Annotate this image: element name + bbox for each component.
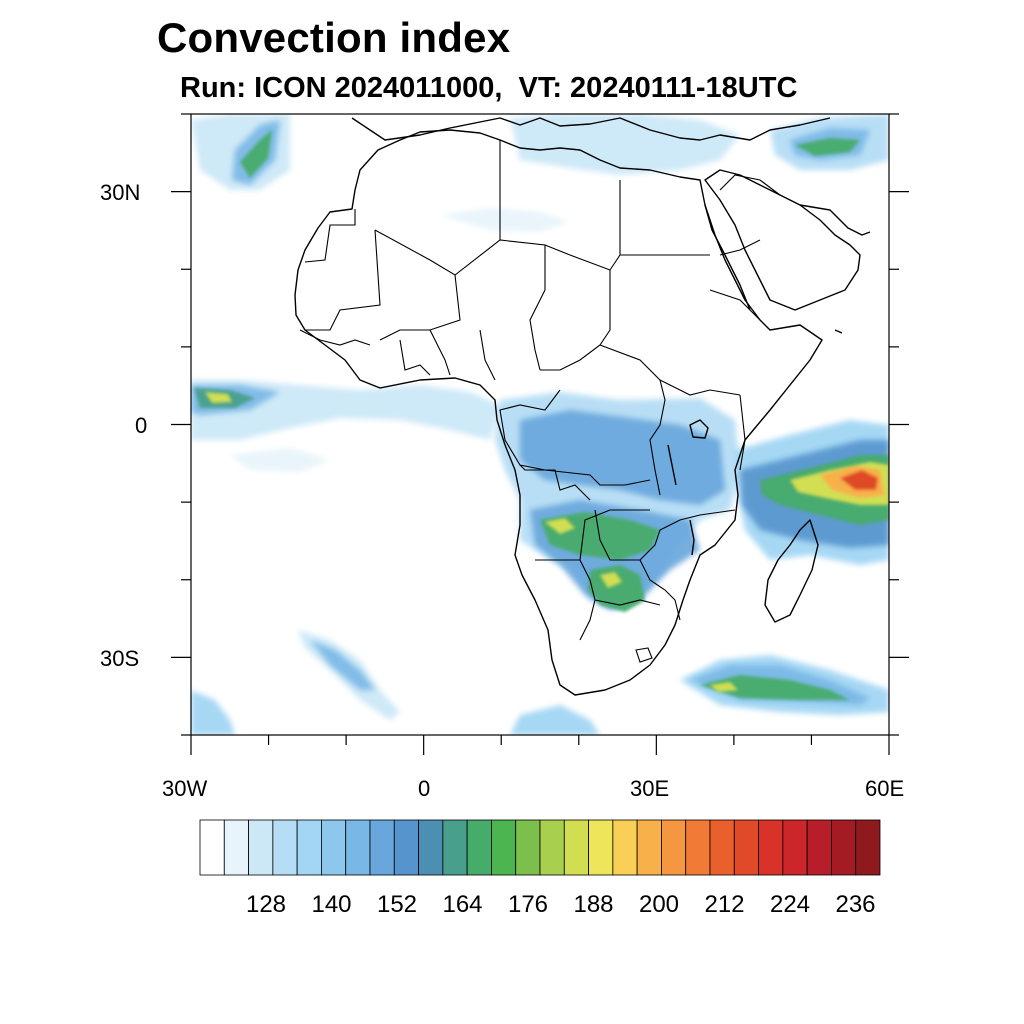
lat-tick-label-2: 30S (100, 646, 140, 671)
lon-tick-label-3: 60E (865, 776, 905, 801)
coastlines (294, 117, 871, 696)
field-nw-green (240, 130, 272, 178)
field-south-edge (510, 705, 600, 735)
africa-coastline (294, 129, 823, 696)
field-sio-yellow (710, 682, 738, 692)
lake-victoria (689, 419, 709, 439)
persian-gulf (799, 204, 871, 236)
europe-coast (351, 117, 831, 141)
field-ne-green (795, 138, 860, 156)
axis-ticks (171, 113, 909, 755)
field-sa-mid (310, 640, 375, 690)
field-zambia-yellow (545, 518, 575, 534)
arabia-coast (704, 169, 861, 311)
sri-socotra-bits (834, 329, 843, 334)
field-med (510, 114, 740, 175)
field-congo-mid (520, 410, 725, 505)
field-sahara (440, 208, 570, 232)
lat-tick-label-1: 0 (135, 413, 148, 438)
lat-tick-label-0: 30N (100, 180, 141, 205)
lon-tick-label-2: 30E (630, 776, 670, 801)
field-atl-yellow (205, 392, 232, 403)
field-sw-corner (191, 690, 235, 735)
map-subtitle: Run: ICON 2024011000, VT: 20240111-18UTC (180, 72, 798, 104)
field-west-africa-faint (230, 448, 330, 472)
field-sio-green (700, 675, 850, 700)
lake-malawi (689, 519, 695, 556)
red-sea (704, 204, 751, 311)
field-zim-yellow (600, 572, 622, 588)
lon-tick-label-0: 30W (162, 776, 208, 801)
map-title: Convection index (157, 14, 511, 61)
lake-tanganyika (667, 444, 677, 486)
madagascar (764, 519, 819, 623)
field-indian-red (840, 470, 878, 490)
lon-tick-label-1: 0 (418, 776, 431, 801)
country-borders (299, 140, 781, 663)
convection-field (191, 114, 889, 735)
